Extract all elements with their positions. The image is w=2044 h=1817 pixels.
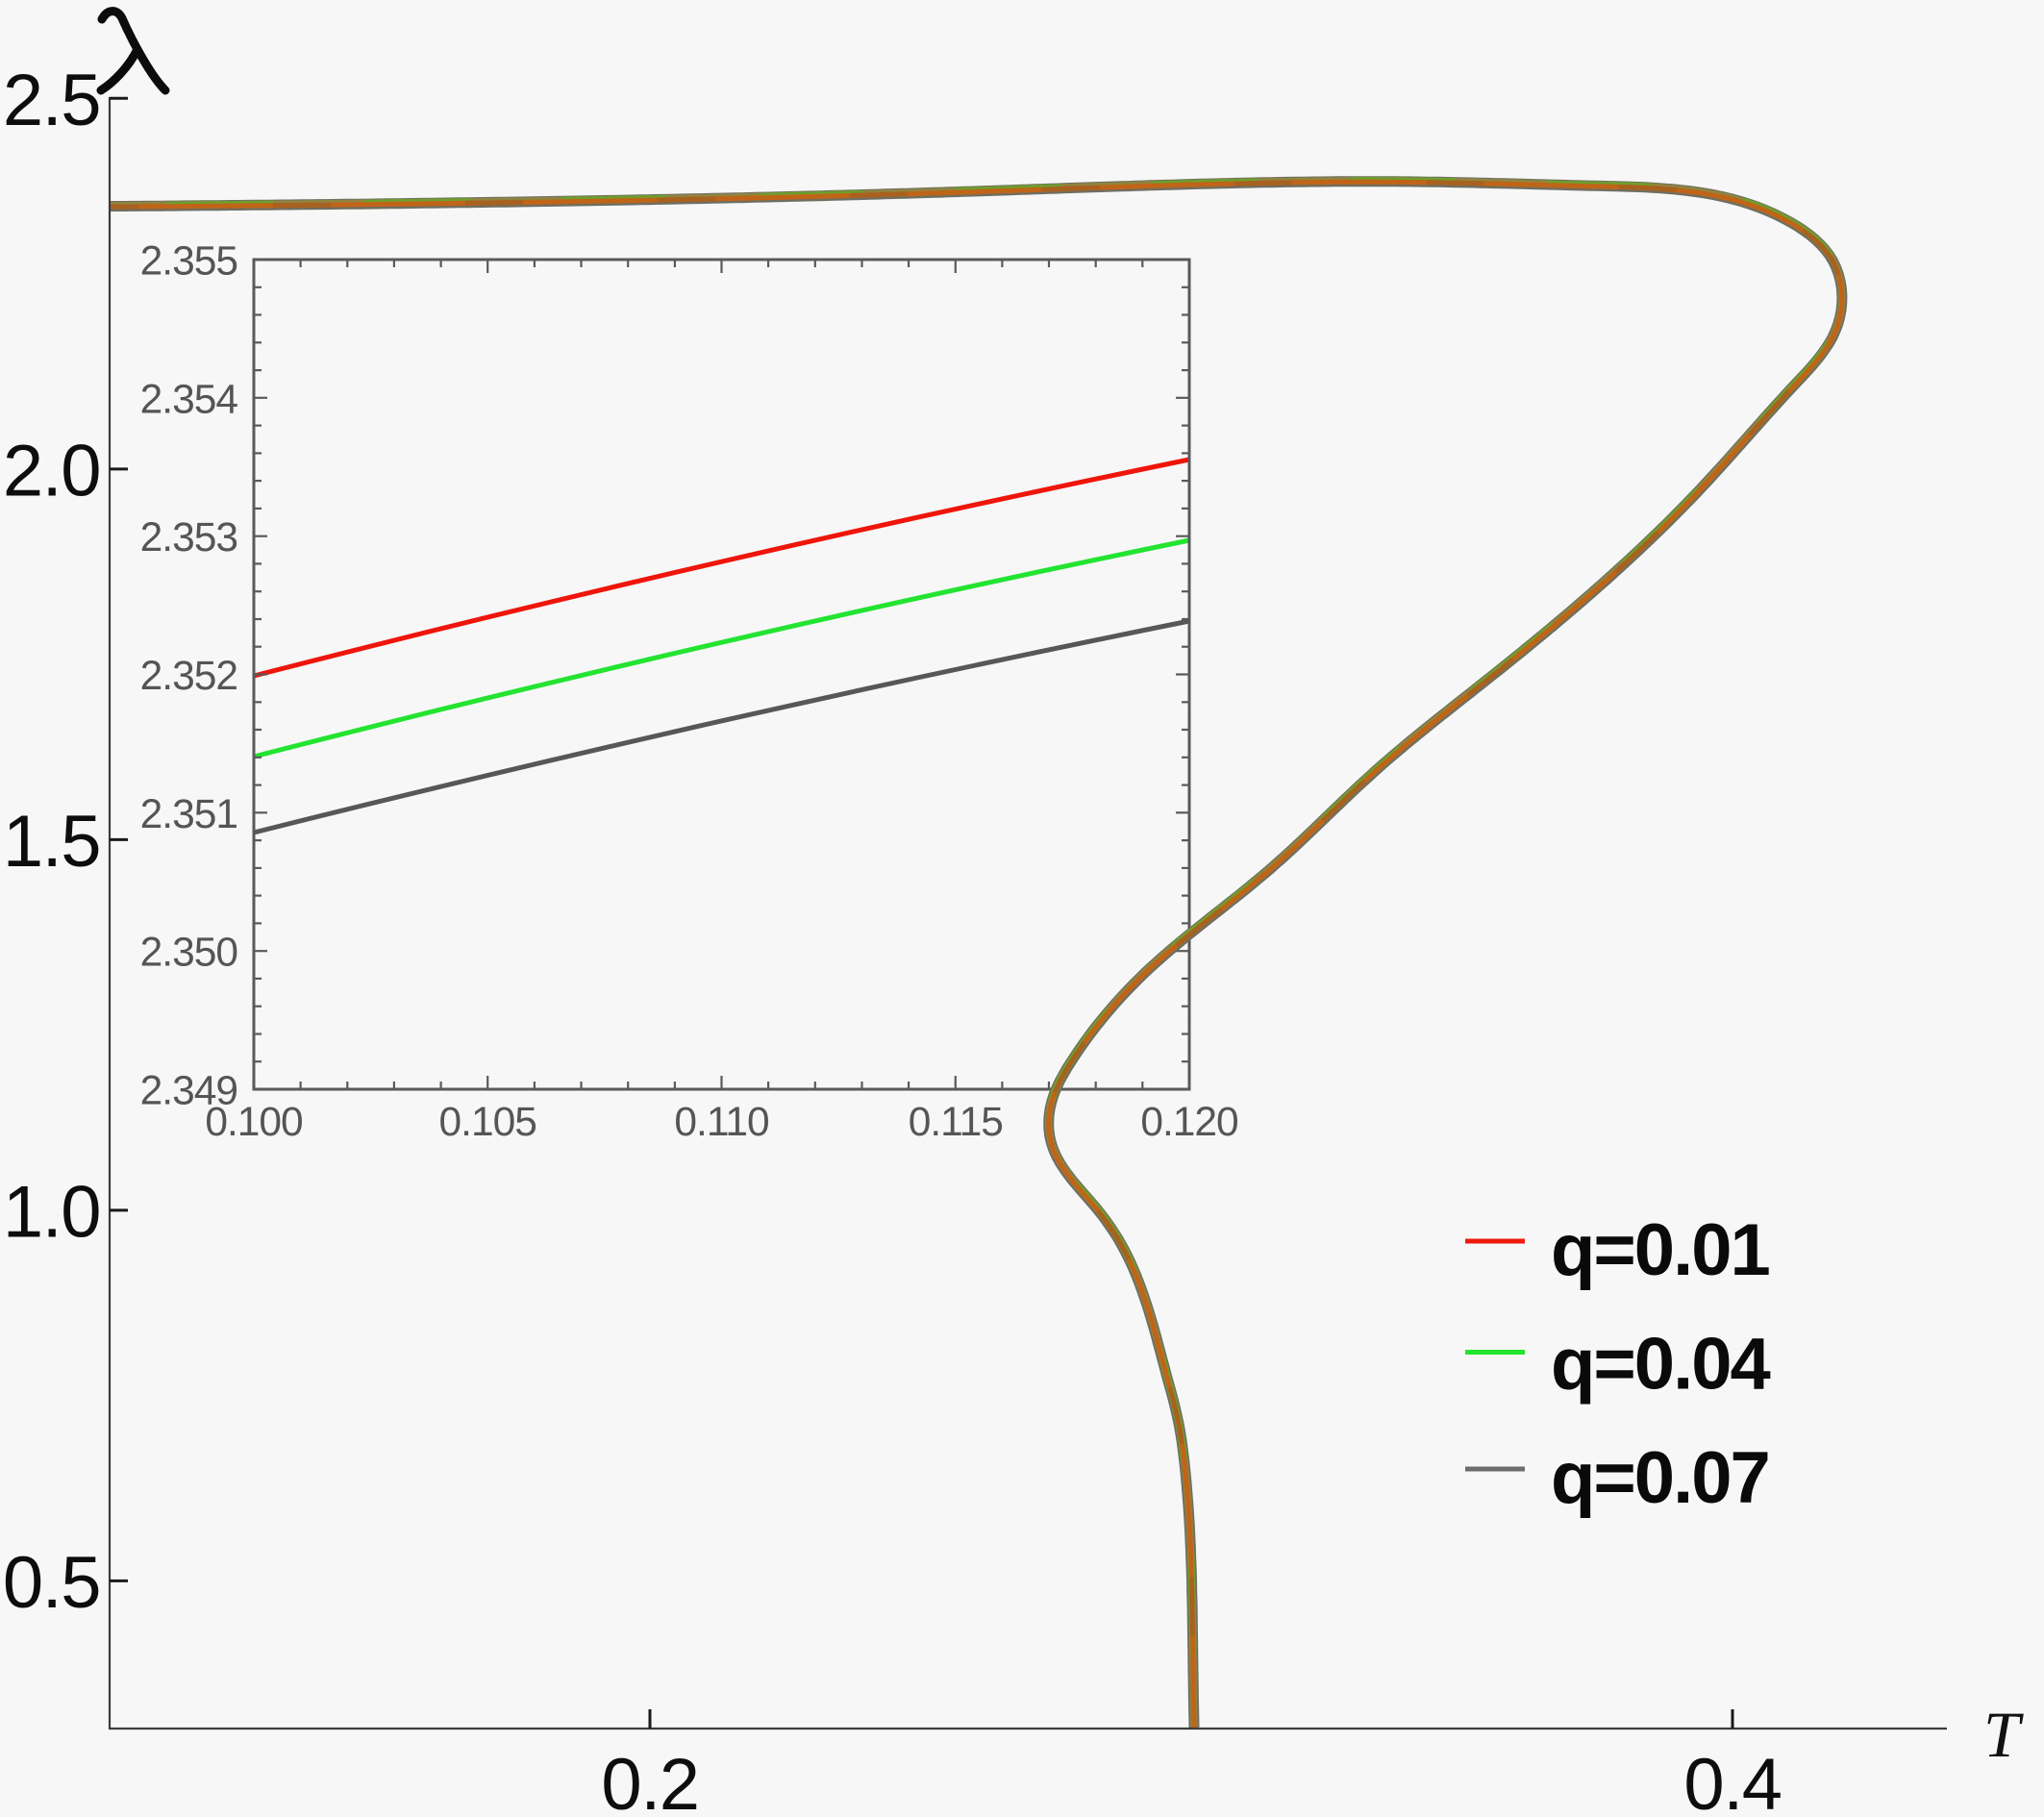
svg-text:q=0.01: q=0.01 [1551, 1209, 1769, 1291]
svg-text:2.353: 2.353 [140, 515, 237, 560]
svg-text:q=0.04: q=0.04 [1551, 1324, 1770, 1406]
svg-text:1.5: 1.5 [3, 801, 100, 883]
svg-text:q=0.07: q=0.07 [1551, 1437, 1769, 1519]
svg-text:0.105: 0.105 [439, 1100, 536, 1145]
svg-text:0.5: 0.5 [3, 1542, 100, 1624]
svg-text:0.110: 0.110 [674, 1100, 768, 1145]
svg-text:0.115: 0.115 [909, 1100, 1003, 1145]
svg-text:2.5: 2.5 [3, 60, 100, 141]
svg-text:2.351: 2.351 [140, 792, 237, 837]
svg-text:0.4: 0.4 [1683, 1744, 1781, 1817]
svg-text:2.352: 2.352 [140, 654, 237, 699]
svg-text:1.0: 1.0 [3, 1171, 100, 1253]
svg-text:2.349: 2.349 [140, 1069, 237, 1114]
svg-text:2.0: 2.0 [3, 430, 100, 511]
svg-text:2.355: 2.355 [140, 239, 237, 285]
svg-text:2.350: 2.350 [140, 931, 237, 976]
svg-text:2.354: 2.354 [140, 377, 238, 422]
svg-text:0.2: 0.2 [601, 1744, 698, 1817]
svg-text:0.100: 0.100 [205, 1100, 302, 1145]
svg-text:T: T [1983, 1698, 2024, 1771]
svg-text:0.120: 0.120 [1140, 1100, 1237, 1145]
